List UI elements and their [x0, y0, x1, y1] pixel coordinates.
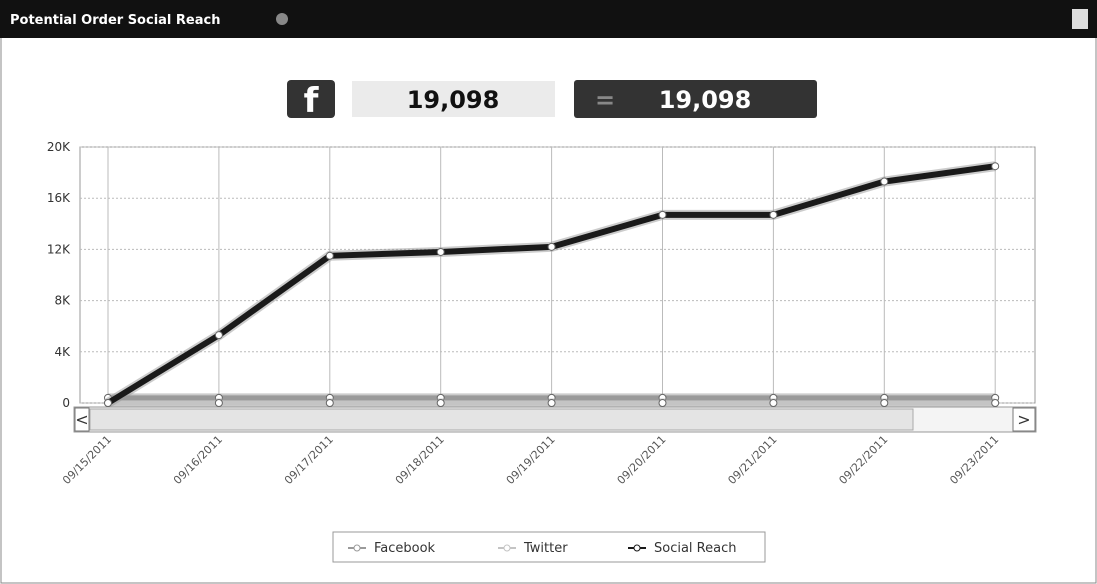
header-bar [0, 0, 1097, 38]
scroll-thumb[interactable] [89, 408, 914, 431]
scroll-left[interactable] [74, 407, 90, 432]
y-tick-label: 8K [54, 294, 71, 308]
point [436, 399, 445, 407]
y-tick-label: 4K [54, 345, 71, 359]
facebook-total: 19,098 [407, 86, 500, 114]
point [547, 242, 556, 251]
export-icon[interactable] [1072, 9, 1088, 29]
equals-sign: = [595, 86, 615, 114]
header-title: Potential Order Social Reach [10, 13, 220, 28]
scroll-left-arrow: < [75, 410, 88, 429]
grand-total: 19,098 [659, 86, 752, 114]
legend-box [332, 531, 766, 563]
scroll-right[interactable] [1012, 407, 1036, 432]
point [325, 399, 334, 407]
y-tick-label: 16K [47, 191, 71, 205]
legend-label: Social Reach [654, 541, 736, 556]
point [658, 399, 667, 407]
legend-dot [353, 544, 361, 552]
y-tick-label: 12K [47, 242, 71, 256]
point [104, 399, 112, 407]
legend-dot [503, 544, 511, 552]
plot-area [79, 146, 1036, 404]
point [325, 251, 334, 260]
point [658, 210, 667, 219]
legend-label: Facebook [374, 541, 436, 556]
point [880, 399, 889, 407]
facebook-icon [287, 80, 335, 118]
scroll-right-arrow: > [1017, 410, 1030, 429]
point [436, 247, 445, 256]
legend-dot [633, 544, 641, 552]
point [769, 210, 778, 219]
legend-label: Twitter [523, 541, 568, 556]
point [214, 331, 223, 340]
point [214, 399, 223, 407]
y-tick-label: 0 [62, 396, 70, 410]
total-box [574, 80, 817, 118]
facebook-f: f [304, 81, 320, 121]
y-tick-label: 20K [47, 140, 71, 154]
help-icon[interactable] [276, 13, 288, 25]
point [991, 399, 1000, 407]
point [547, 399, 556, 407]
point [769, 399, 778, 407]
point [991, 162, 1000, 171]
facebook-box [352, 81, 555, 117]
point [880, 177, 889, 186]
